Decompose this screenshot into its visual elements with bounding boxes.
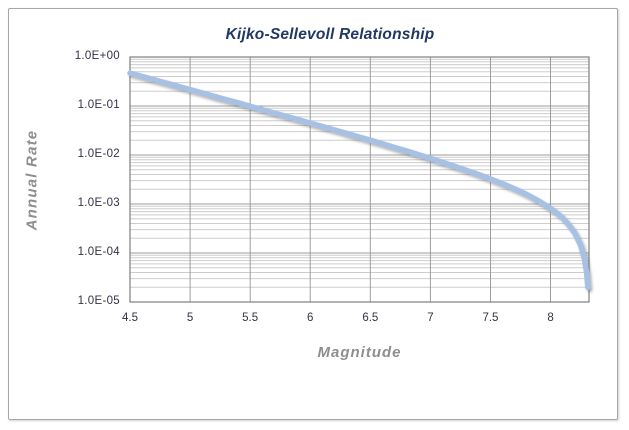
series-curve bbox=[127, 70, 591, 290]
x-tick-label: 7 bbox=[427, 312, 434, 324]
x-tick-label: 4.5 bbox=[122, 312, 138, 324]
y-tick-label: 1.0E-04 bbox=[77, 246, 120, 258]
y-tick-label: 1.0E-03 bbox=[77, 197, 120, 209]
x-axis-title: Magnitude bbox=[317, 344, 402, 361]
x-tick-label: 6.5 bbox=[362, 312, 379, 324]
x-tick-label: 6 bbox=[307, 312, 314, 324]
x-tick-label: 7.5 bbox=[482, 312, 499, 324]
y-tick-label: 1.0E-05 bbox=[77, 295, 120, 307]
x-tick-label: 5 bbox=[186, 312, 194, 324]
x-tick-label: 5.5 bbox=[242, 312, 259, 324]
y-tick-label: 1.0E-01 bbox=[77, 99, 120, 111]
y-tick-label: 1.0E+00 bbox=[74, 50, 120, 62]
y-tick-label: 1.0E-02 bbox=[77, 148, 120, 160]
chart-title: Kijko-Sellevoll Relationship bbox=[225, 26, 435, 43]
x-tick-label: 8 bbox=[547, 312, 554, 324]
